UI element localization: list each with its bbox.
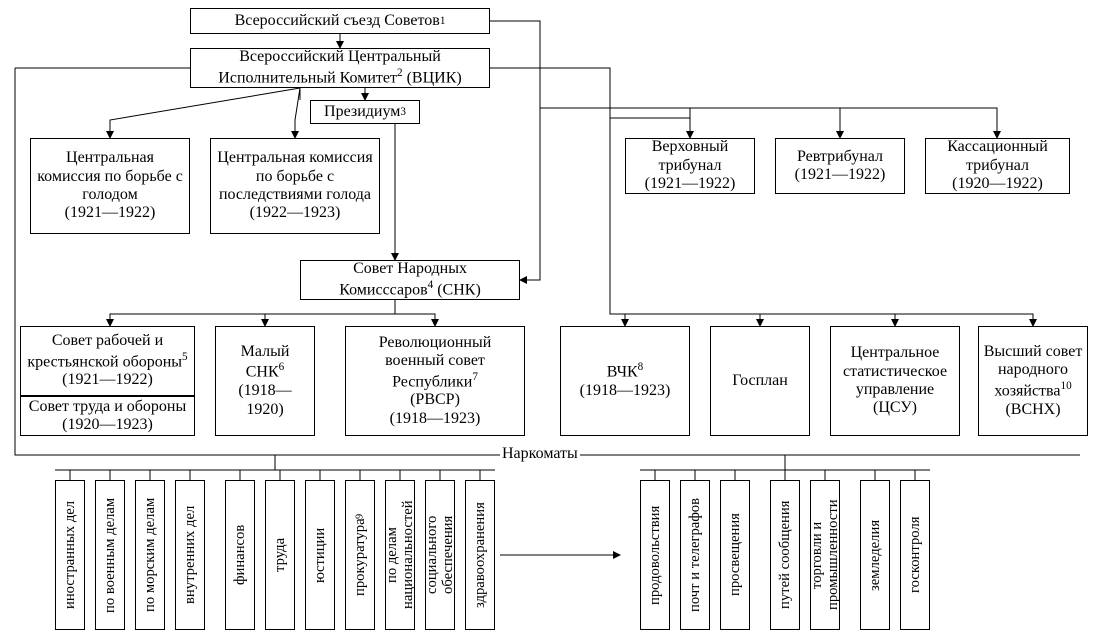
node-congress: Всероссийский съезд Советов1 bbox=[190, 8, 490, 34]
narkomat-item: труда bbox=[265, 480, 295, 630]
narkomat-item: здравоохранения bbox=[465, 480, 495, 630]
node-cassation-tribunal: Кассационный трибунал(1920—1922) bbox=[925, 138, 1070, 194]
narkomat-item: юстиции bbox=[305, 480, 335, 630]
node-rvsr: Революционный военный совет Республики7(… bbox=[345, 326, 525, 436]
narkomat-item: прокуратура9 bbox=[345, 480, 375, 630]
narkomaty-label: Наркоматы bbox=[500, 445, 580, 463]
narkomat-item: по делам национальностей bbox=[385, 480, 415, 630]
narkomat-item: по военным делам bbox=[95, 480, 125, 630]
narkomat-item: социального обеспечения bbox=[425, 480, 455, 630]
node-rev-tribunal: Ревтрибунал(1921—1922) bbox=[775, 138, 905, 194]
narkomat-item: почт и телеграфов bbox=[680, 480, 710, 630]
narkomat-item: по морским делам bbox=[135, 480, 165, 630]
narkomat-item: госконтроля bbox=[900, 480, 930, 630]
narkomat-item: земледелия bbox=[860, 480, 890, 630]
node-vchk: ВЧК8(1918—1923) bbox=[560, 326, 690, 436]
narkomat-item: продовольствия bbox=[640, 480, 670, 630]
node-vsnh: Высший совет народного хозяйства10(ВСНХ) bbox=[978, 326, 1088, 436]
narkomat-item: просвещения bbox=[720, 480, 750, 630]
node-supreme-tribunal: Верховный трибунал(1921—1922) bbox=[625, 138, 755, 194]
node-tssu: Центральное статистическое управление(ЦС… bbox=[830, 326, 960, 436]
narkomat-item: внутренних дел bbox=[175, 480, 205, 630]
node-snk: Совет НародныхКомисссаров4 (СНК) bbox=[300, 260, 520, 300]
node-gosplan: Госплан bbox=[710, 326, 810, 436]
node-sto: Совет труда и обороны(1920—1923) bbox=[20, 396, 195, 436]
narkomat-item: иностранных дел bbox=[55, 480, 85, 630]
node-msnk: Малый СНК6(1918—1920) bbox=[215, 326, 315, 436]
node-sro: Совет рабочей и крестьянской обороны5(19… bbox=[20, 326, 195, 396]
narkomat-item: путей сообщения bbox=[770, 480, 800, 630]
node-hunger-commission-2: Центральная комиссия по борьбе с последс… bbox=[210, 138, 380, 234]
node-hunger-commission-1: Центральная комиссия по борьбе с голодом… bbox=[30, 138, 190, 234]
narkomat-item: финансов bbox=[225, 480, 255, 630]
narkomat-item: торговли и промышленности bbox=[810, 480, 840, 630]
node-presidium: Президиум3 bbox=[310, 100, 420, 124]
node-vtsik: Всероссийский ЦентральныйИсполнительный … bbox=[190, 48, 490, 88]
